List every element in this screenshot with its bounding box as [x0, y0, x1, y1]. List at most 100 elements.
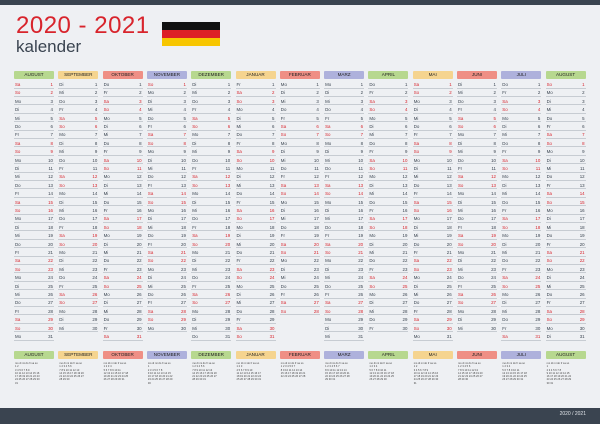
weekday-label: Fr: [369, 149, 374, 155]
day-number: 12: [136, 174, 142, 180]
day-number: 17: [269, 216, 275, 222]
weekday-label: Sa: [502, 98, 508, 104]
day-row: Mo 14: [58, 190, 99, 198]
weekday-label: So: [369, 283, 375, 289]
weekday-label: Mo: [103, 292, 110, 297]
weekday-label: Do: [369, 258, 376, 264]
mini-week-row: 16 17 18 19 20 21 22: [546, 375, 572, 379]
day-row: Di 20: [368, 241, 409, 249]
day-number: 9: [360, 149, 364, 155]
day-number: 31: [579, 334, 585, 339]
weekday-label: Sa: [502, 275, 508, 281]
day-number: 17: [48, 216, 53, 222]
mini-week-row: 31: [413, 381, 417, 385]
day-row: So 28: [324, 308, 365, 316]
mini-week-row: 21 22 23 24 25 26 27: [192, 375, 217, 379]
weekday-label: So: [192, 241, 198, 247]
day-number: 14: [48, 191, 53, 197]
weekday-label: Fr: [59, 224, 64, 230]
day-row: Mo 7: [457, 131, 497, 139]
day-row: So 16: [412, 207, 453, 215]
weekday-label: Sa: [325, 300, 331, 306]
weekday-label: So: [458, 300, 464, 306]
day-row: Fr 16: [102, 207, 143, 215]
weekday-label: Mo: [369, 233, 376, 239]
day-number: 5: [139, 115, 142, 121]
day-row: So 18: [368, 224, 409, 232]
weekday-label: Di: [413, 107, 418, 113]
day-row: Do 6: [412, 123, 453, 131]
weekday-label: Do: [192, 216, 198, 222]
day-number: 7: [139, 132, 142, 138]
day-number: 17: [358, 216, 364, 222]
weekday-label: Mo: [502, 115, 509, 121]
day-row: Di 13: [368, 182, 409, 190]
mini-week-row: 8 9 10 11 12 13 14: [325, 368, 347, 372]
day-number: 27: [313, 300, 319, 306]
day-row: Mo 19: [501, 232, 542, 240]
day-number: 18: [92, 224, 98, 230]
weekday-label: Fr: [236, 317, 241, 323]
weekday-label: So: [59, 182, 65, 188]
day-number: 4: [316, 107, 319, 113]
day-number: 16: [48, 208, 53, 213]
day-number: 2: [582, 90, 585, 96]
day-number: 27: [402, 300, 408, 306]
day-number: 3: [316, 98, 319, 104]
day-number: 3: [139, 98, 142, 104]
weekday-label: Mo: [147, 208, 154, 213]
weekday-label: Mi: [280, 216, 286, 222]
weekday-label: Mi: [458, 208, 463, 213]
day-number: 27: [358, 300, 364, 306]
weekday-label: Fr: [280, 174, 285, 180]
day-row: Mi 3: [279, 98, 320, 106]
day-row: Fr 4: [58, 106, 99, 114]
month-header: APRIL: [368, 71, 409, 79]
day-number: 25: [181, 283, 186, 289]
day-number: 12: [402, 174, 408, 180]
day-number: 25: [446, 283, 452, 289]
day-number: 10: [181, 157, 186, 163]
weekday-label: Di: [546, 334, 551, 339]
day-number: 26: [491, 292, 496, 297]
weekday-label: Sa: [413, 199, 420, 205]
day-number: 30: [535, 325, 541, 331]
day-row: Sa 22: [14, 257, 54, 265]
mini-weekday-row: mo di mi do fr sa so: [546, 362, 570, 365]
day-row: Mo 18: [235, 224, 276, 232]
day-number: 27: [579, 300, 585, 306]
mini-week-row: 9 10 11 12 13 14 15: [147, 371, 171, 375]
day-number: 13: [535, 182, 541, 188]
day-number: 31: [225, 334, 231, 339]
day-number: 3: [537, 98, 541, 104]
day-row: Do 11: [279, 165, 320, 173]
day-number: 17: [446, 216, 452, 222]
day-number: 19: [181, 233, 186, 239]
day-number: 4: [272, 107, 275, 113]
day-number: 5: [316, 115, 319, 121]
weekday-label: So: [325, 191, 331, 197]
german-flag-icon: [162, 22, 220, 46]
day-number: 7: [50, 132, 53, 138]
day-number: 23: [92, 266, 98, 272]
weekday-label: So: [369, 224, 375, 230]
day-number: 9: [537, 149, 541, 155]
day-number: 23: [269, 266, 275, 272]
weekday-label: Sa: [369, 157, 375, 163]
weekday-label: Mo: [236, 107, 243, 113]
weekday-label: Mi: [502, 191, 507, 197]
day-number: 19: [446, 233, 452, 239]
day-number: 16: [269, 208, 275, 213]
weekday-label: Fr: [502, 325, 507, 331]
day-number: 8: [449, 140, 452, 146]
weekday-label: Mo: [280, 140, 287, 146]
weekday-label: Mi: [546, 283, 552, 289]
day-number: 10: [269, 157, 275, 163]
weekday-label: Mi: [59, 90, 64, 96]
day-row: Mi 21: [368, 249, 409, 257]
weekday-label: Sa: [546, 191, 552, 197]
weekday-label: Do: [192, 157, 198, 163]
weekday-label: Fr: [369, 90, 374, 96]
day-number: 18: [181, 224, 186, 230]
weekday-label: Di: [325, 149, 330, 155]
